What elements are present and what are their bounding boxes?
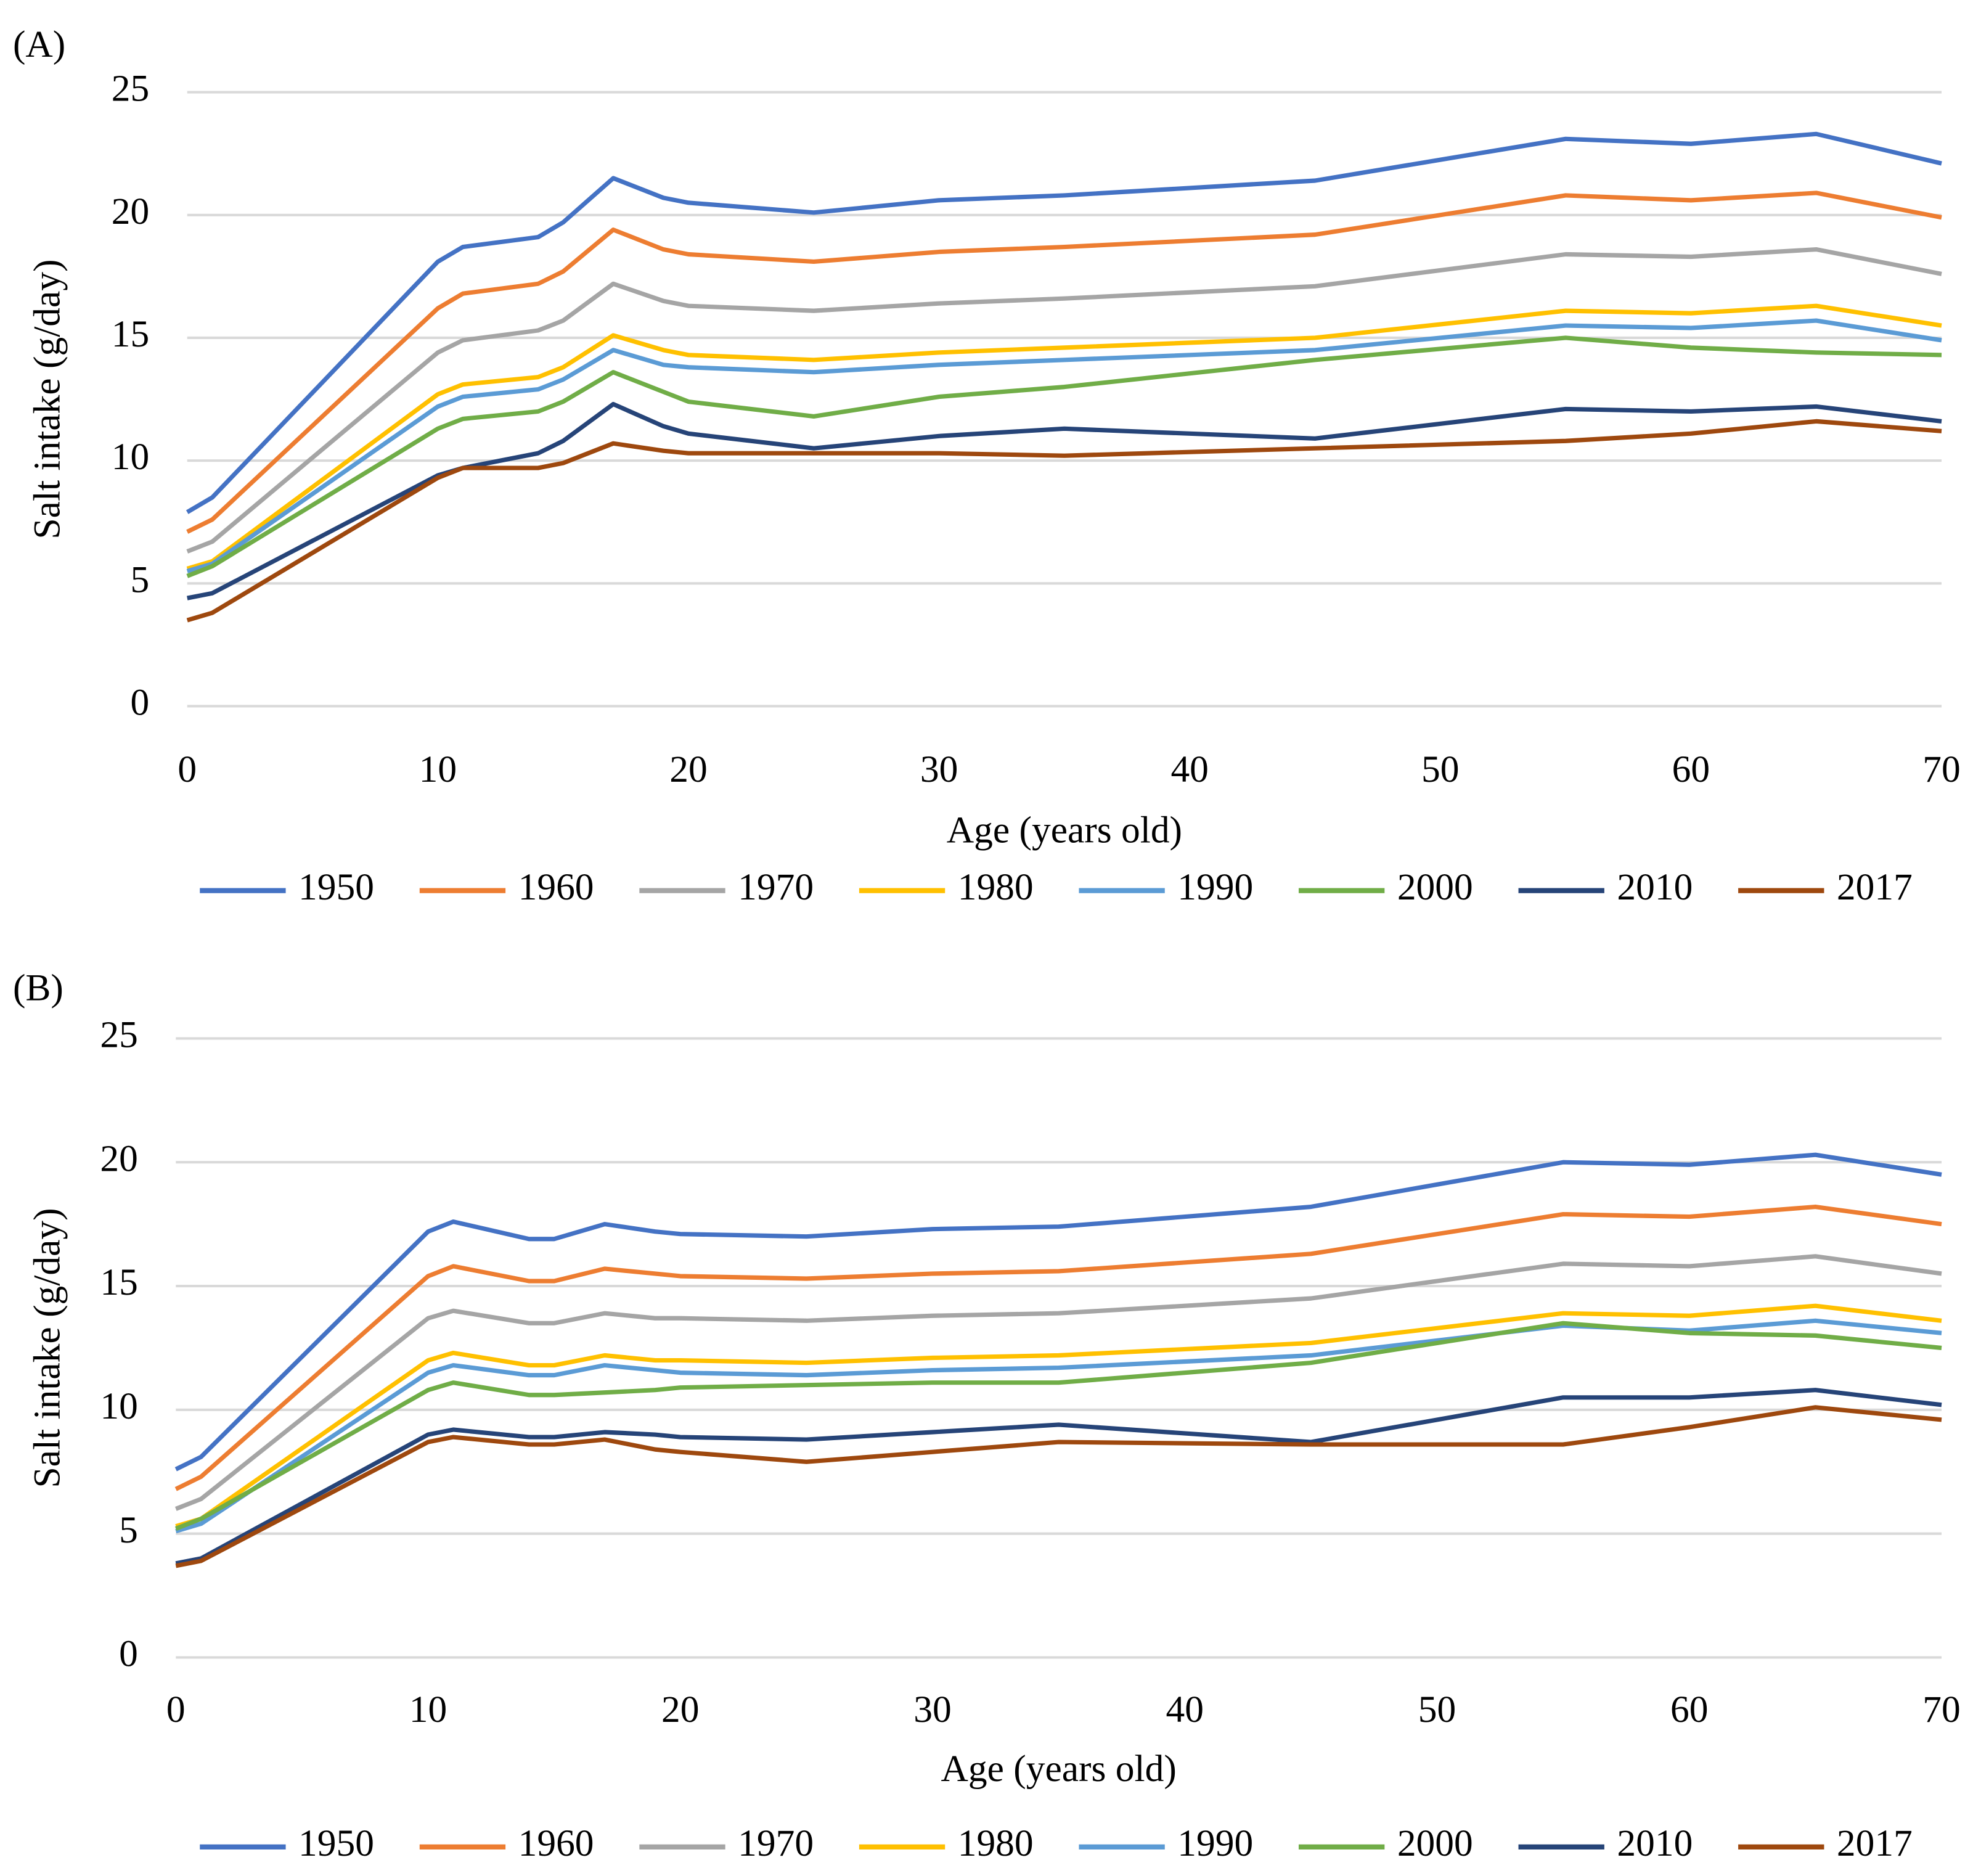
data-line [174,1321,1942,1531]
data-line [186,318,1942,573]
y-tick-label: 25 [100,1014,137,1056]
legend-label: 1950 [298,1822,374,1864]
x-tick-label: 70 [1922,748,1960,790]
legend-label: 1980 [958,1822,1034,1864]
legend-label: 2017 [1837,1822,1913,1864]
legend-label: 1960 [518,1822,594,1864]
panel-label: (A) [13,23,65,65]
x-axis-label: Age (years old) [947,809,1182,851]
x-tick-label: 0 [166,1689,186,1731]
legend-label: 1960 [518,866,594,908]
y-tick-label: 0 [131,682,150,724]
data-line [186,247,1942,554]
x-tick-label: 10 [409,1689,447,1731]
y-tick-label: 20 [100,1137,137,1179]
data-line [175,1405,1942,1568]
x-tick-label: 30 [913,1689,951,1731]
data-line [186,190,1942,534]
y-axis-label: Salt intake (g/day) [27,260,68,539]
x-tick-label: 10 [419,748,457,790]
x-tick-label: 60 [1672,748,1710,790]
legend-label: 1990 [1177,1822,1253,1864]
legend-label: 1950 [298,866,374,908]
y-tick-label: 25 [112,68,149,110]
x-axis-label: Age (years old) [941,1748,1176,1790]
data-line [186,419,1942,623]
x-tick-label: 70 [1922,1689,1960,1731]
data-line [186,131,1942,514]
y-tick-label: 10 [100,1385,137,1427]
y-tick-label: 20 [112,190,149,232]
legend-label: 2010 [1617,1822,1693,1864]
legend-label: 1990 [1177,866,1253,908]
data-line [174,1204,1942,1491]
x-tick-label: 40 [1166,1689,1204,1731]
legend-label: 2000 [1397,866,1473,908]
x-tick-label: 20 [669,748,707,790]
y-tick-label: 5 [119,1509,138,1551]
x-tick-label: 50 [1418,1689,1456,1731]
legend-label: 2017 [1837,866,1913,908]
y-tick-label: 15 [112,313,149,355]
data-line [186,303,1942,571]
x-tick-label: 30 [920,748,958,790]
data-line [175,1303,1942,1529]
data-line [186,335,1942,578]
y-tick-label: 5 [131,559,150,600]
legend-label: 1970 [738,1822,814,1864]
x-tick-label: 50 [1421,748,1459,790]
x-tick-label: 0 [178,748,197,790]
legend-label: 1970 [738,866,814,908]
data-line [174,1254,1942,1511]
x-tick-label: 60 [1670,1689,1708,1731]
y-axis-label: Salt intake (g/day) [27,1208,68,1488]
panel-label: (B) [13,967,63,1009]
y-tick-label: 0 [119,1633,138,1675]
x-tick-label: 40 [1170,748,1208,790]
y-tick-label: 10 [112,436,149,478]
y-tick-label: 15 [100,1261,137,1303]
data-line [175,1388,1942,1566]
data-line [174,1152,1942,1472]
legend-label: 2000 [1397,1822,1473,1864]
legend-label: 1980 [958,866,1034,908]
legend-label: 2010 [1617,866,1693,908]
x-tick-label: 20 [661,1689,699,1731]
